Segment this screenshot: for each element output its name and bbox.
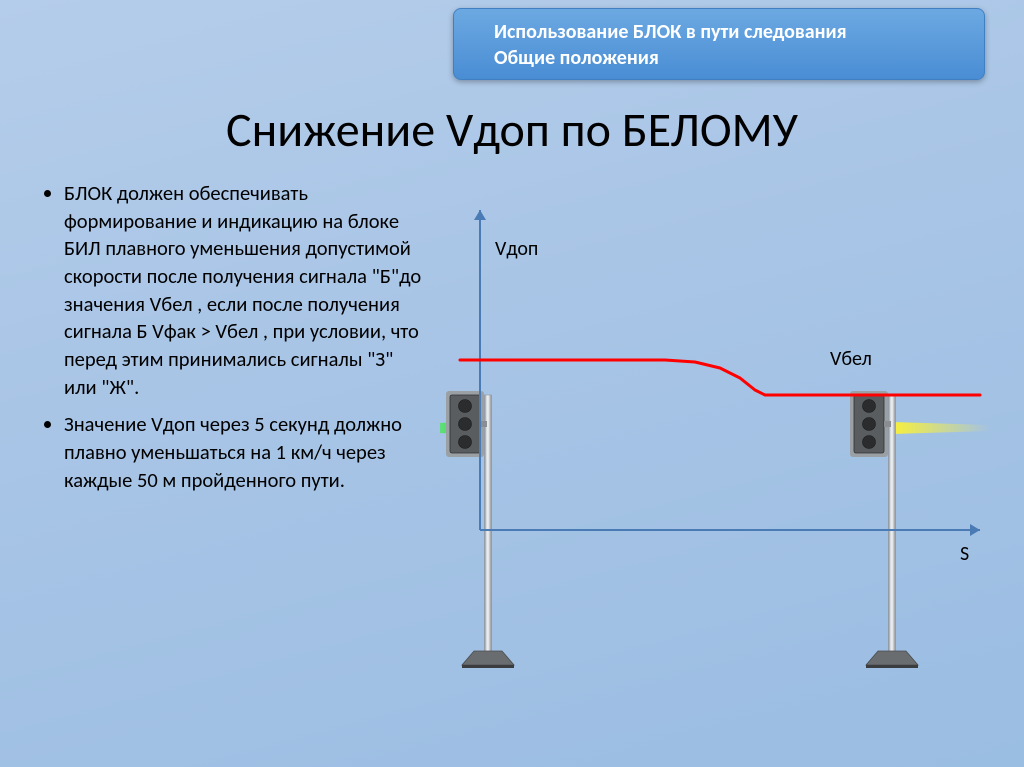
header-box: Использование БЛОК в пути следования Общ… — [453, 8, 985, 80]
y-axis-label: Vдоп — [495, 237, 538, 261]
header-line2: Общие положения — [494, 45, 970, 71]
vdop-curve — [460, 360, 980, 395]
page-title: Снижение Vдоп по БЕЛОМУ — [0, 100, 1024, 159]
bullet-list: БЛОК должен обеспечивать формирование и … — [40, 180, 430, 504]
header-line1: Использование БЛОК в пути следования — [494, 19, 970, 45]
yellow-beam — [892, 422, 990, 434]
x-axis-label: S — [960, 542, 969, 566]
bullet-item: Значение Vдоп через 5 секунд должно плав… — [64, 411, 430, 494]
speed-chart: Vдоп S Vбел — [440, 200, 1000, 670]
bullet-item: БЛОК должен обеспечивать формирование и … — [64, 180, 430, 401]
vbel-label: Vбел — [830, 347, 872, 371]
